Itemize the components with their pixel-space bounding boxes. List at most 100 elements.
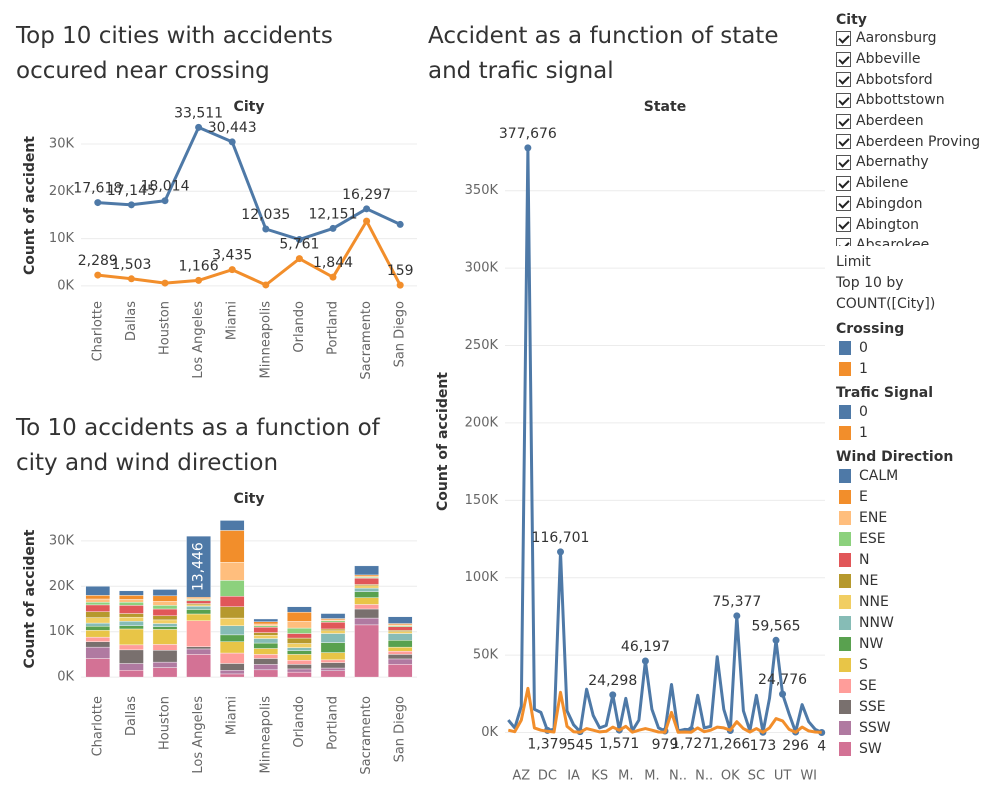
legend-item: ENE	[836, 507, 996, 528]
data-label: 46,197	[621, 639, 670, 655]
bar-segment	[320, 630, 346, 634]
city-name: Absarokee	[856, 237, 930, 246]
city-option[interactable]: Abingdon	[836, 194, 996, 215]
bar-segment	[320, 642, 346, 653]
city-option[interactable]: Aberdeen	[836, 111, 996, 132]
bar-segment	[219, 670, 245, 675]
bar-segment	[119, 599, 144, 603]
limit-line: Top 10 by	[836, 275, 904, 291]
bar-segment	[320, 652, 346, 661]
data-label: 1,571	[599, 736, 639, 752]
limit-line: COUNT([City])	[836, 296, 936, 312]
y-axis-title: Count of accident	[435, 372, 451, 511]
checkbox[interactable]	[836, 134, 851, 150]
bar-segment	[320, 613, 346, 619]
bar-segment	[253, 658, 279, 665]
legend-swatch	[839, 489, 851, 504]
bar-segment	[387, 651, 413, 655]
checkbox[interactable]	[836, 217, 851, 233]
legend-label: SE	[859, 677, 877, 694]
legend-label: CALM	[859, 467, 899, 484]
checkbox[interactable]	[836, 51, 851, 67]
checkbox[interactable]	[836, 237, 851, 246]
checkbox[interactable]	[836, 196, 851, 212]
legend-item: NE	[836, 570, 996, 591]
line	[97, 219, 402, 287]
data-label: 59,565	[752, 618, 801, 634]
point	[295, 255, 303, 263]
bar-segment	[387, 626, 413, 631]
point	[818, 728, 826, 736]
legend-item: S	[836, 654, 996, 675]
city-option[interactable]: Abbotsford	[836, 69, 996, 90]
bar-segment	[287, 637, 312, 644]
city-option[interactable]: Abbeville	[836, 49, 996, 70]
x-tick-label: WI	[800, 769, 817, 784]
city-filter[interactable]: Aaronsburg Abbeville Abbotsford Abbottstown…	[836, 28, 996, 246]
chart-title: To 10 accidents as a function of city an…	[16, 415, 380, 476]
bar-segment	[186, 599, 211, 602]
data-label: 30,443	[208, 120, 257, 136]
bar-segment	[219, 530, 245, 563]
bar-segment	[186, 604, 211, 607]
bar-segment	[253, 664, 279, 671]
city-option[interactable]: Aberdeen Proving	[836, 131, 996, 152]
city-option[interactable]: Aaronsburg	[836, 28, 996, 49]
x-tick-label: AZ	[512, 769, 530, 784]
bar-segment	[186, 600, 211, 604]
bar-segment	[152, 667, 178, 678]
legend-swatch	[839, 361, 851, 376]
legend-title: Trafic Signal	[836, 385, 934, 401]
legend-label: N	[859, 551, 870, 568]
city-option[interactable]: Abilene	[836, 173, 996, 194]
legend-swatch	[839, 468, 851, 483]
city-option[interactable]: Abbottstown	[836, 90, 996, 111]
y-axis-title: Count of accident	[22, 529, 38, 668]
legend-swatch	[839, 720, 851, 735]
x-tick-label: Sacramento	[359, 301, 374, 380]
legend-swatch	[839, 573, 851, 588]
legend-item: 1	[836, 422, 996, 443]
data-label: 75,377	[712, 594, 761, 610]
data-label: 296	[782, 738, 809, 754]
bar-segment	[219, 580, 245, 597]
x-tick-label: Los Angeles	[191, 696, 206, 774]
bar-segment	[152, 650, 178, 663]
y-tick-label: 20K	[49, 579, 75, 594]
city-option[interactable]: Abernathy	[836, 152, 996, 173]
checkbox[interactable]	[836, 30, 851, 46]
checkbox[interactable]	[836, 92, 851, 108]
point	[195, 276, 203, 284]
city-option[interactable]: Abington	[836, 214, 996, 235]
legend-label: 0	[859, 403, 868, 420]
data-label: 1,727	[671, 736, 711, 752]
bar-segment	[287, 627, 312, 634]
point	[329, 224, 337, 232]
legend-label: 1	[859, 360, 868, 377]
line	[507, 686, 822, 734]
bar-segment	[387, 623, 413, 626]
bar-segment	[320, 667, 346, 671]
point	[127, 201, 135, 209]
checkbox[interactable]	[836, 154, 851, 170]
checkbox[interactable]	[836, 72, 851, 88]
x-tick-label: Sacramento	[359, 696, 374, 775]
bar-segment	[186, 535, 211, 598]
bar-segment	[119, 616, 144, 622]
bar-segment	[119, 670, 144, 678]
y-tick-label: 250K	[465, 338, 499, 353]
point	[363, 217, 371, 225]
bar-segment	[354, 591, 379, 598]
checkbox[interactable]	[836, 175, 851, 191]
bar-segment	[85, 611, 111, 618]
legend-swatch	[839, 425, 851, 440]
limit-info: Limit Top 10 by COUNT([City])	[836, 252, 996, 315]
y-tick-label: 200K	[465, 415, 499, 430]
point	[228, 138, 236, 146]
point	[524, 144, 532, 152]
city-option[interactable]: Absarokee	[836, 235, 996, 246]
x-tick-label: Minneapolis	[258, 301, 273, 379]
point	[195, 123, 203, 131]
checkbox[interactable]	[836, 113, 851, 129]
bar-segment	[287, 606, 312, 613]
